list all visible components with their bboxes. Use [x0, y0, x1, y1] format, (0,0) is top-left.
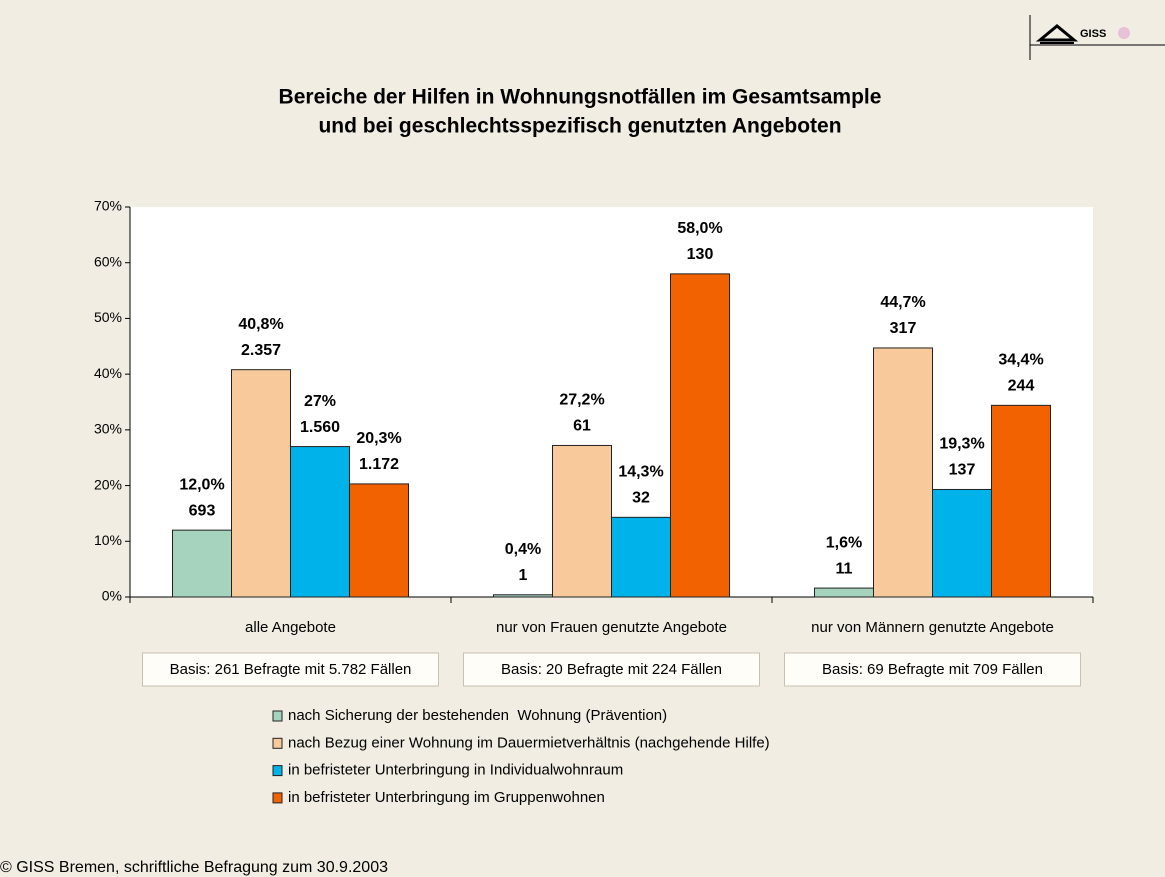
chart-title: und bei geschlechtsspezifisch genutzten …	[318, 115, 841, 138]
logo-text: GISS	[1080, 28, 1106, 40]
footer: © GISS Bremen, schriftliche Befragung zu…	[0, 859, 388, 876]
count-label: 1.172	[359, 456, 399, 473]
count-label: 11	[836, 560, 853, 577]
bar	[991, 404, 1051, 598]
x-tick-label: alle Angebote	[245, 619, 336, 636]
y-tick-label: 20%	[94, 476, 122, 492]
bar	[611, 516, 671, 598]
value-label: 34,4%	[998, 352, 1043, 369]
value-label: 58,0%	[677, 220, 722, 237]
count-label: 61	[573, 418, 591, 435]
bar	[873, 347, 933, 598]
legend-swatch	[272, 737, 283, 749]
count-label: 317	[890, 320, 917, 337]
basis-label: Basis: 20 Befragte mit 224 Fällen	[501, 661, 722, 678]
value-label: 44,7%	[880, 294, 925, 311]
bar	[814, 587, 874, 598]
count-label: 693	[189, 502, 216, 519]
count-label: 32	[632, 490, 650, 507]
bar	[172, 529, 232, 598]
basis-box	[784, 652, 1081, 687]
count-label: 1.560	[300, 419, 340, 436]
logo: GISS	[1029, 15, 1165, 60]
y-tick-label: 30%	[94, 421, 122, 437]
x-tick-label: nur von Männern genutzte Angebote	[811, 619, 1054, 636]
count-label: 2.357	[241, 342, 281, 359]
value-label: 0,4%	[505, 541, 541, 558]
legend-label: nach Sicherung der bestehenden Wohnung (…	[288, 707, 667, 724]
y-tick-label: 70%	[94, 198, 122, 214]
x-tick-label: nur von Frauen genutzte Angebote	[496, 619, 727, 636]
legend-swatch	[272, 792, 283, 804]
value-label: 12,0%	[179, 476, 224, 493]
bar	[552, 444, 612, 598]
bar	[670, 273, 730, 598]
basis-label: Basis: 69 Befragte mit 709 Fällen	[822, 661, 1043, 678]
y-tick-label: 40%	[94, 365, 122, 381]
count-label: 130	[687, 246, 714, 263]
value-label: 27,2%	[559, 392, 604, 409]
chart-title: Bereiche der Hilfen in Wohnungsnotfällen…	[279, 86, 882, 109]
legend-swatch	[272, 710, 283, 722]
basis-box	[142, 652, 439, 687]
value-label: 14,3%	[618, 464, 663, 481]
value-label: 40,8%	[238, 316, 283, 333]
value-label: 1,6%	[826, 534, 862, 551]
legend-label: in befristeter Unterbringung in Individu…	[288, 762, 623, 779]
bar	[290, 446, 350, 598]
count-label: 244	[1008, 378, 1035, 395]
y-tick-label: 0%	[102, 588, 122, 604]
legend-swatch	[272, 765, 283, 777]
legend-label: nach Bezug einer Wohnung im Dauermietver…	[288, 734, 770, 751]
count-label: 1	[519, 567, 528, 584]
bar	[349, 483, 409, 598]
bar	[932, 488, 992, 598]
y-tick-label: 50%	[94, 309, 122, 325]
legend-label: in befristeter Unterbringung im Gruppenw…	[288, 789, 605, 806]
basis-box	[463, 652, 760, 687]
basis-label: Basis: 261 Befragte mit 5.782 Fällen	[170, 661, 412, 678]
value-label: 19,3%	[939, 436, 984, 453]
bar	[231, 369, 291, 598]
value-label: 20,3%	[356, 430, 401, 447]
value-label: 27%	[304, 393, 336, 410]
bar	[493, 594, 553, 598]
count-label: 137	[949, 462, 976, 479]
y-tick-label: 10%	[94, 532, 122, 548]
y-tick-label: 60%	[94, 253, 122, 269]
